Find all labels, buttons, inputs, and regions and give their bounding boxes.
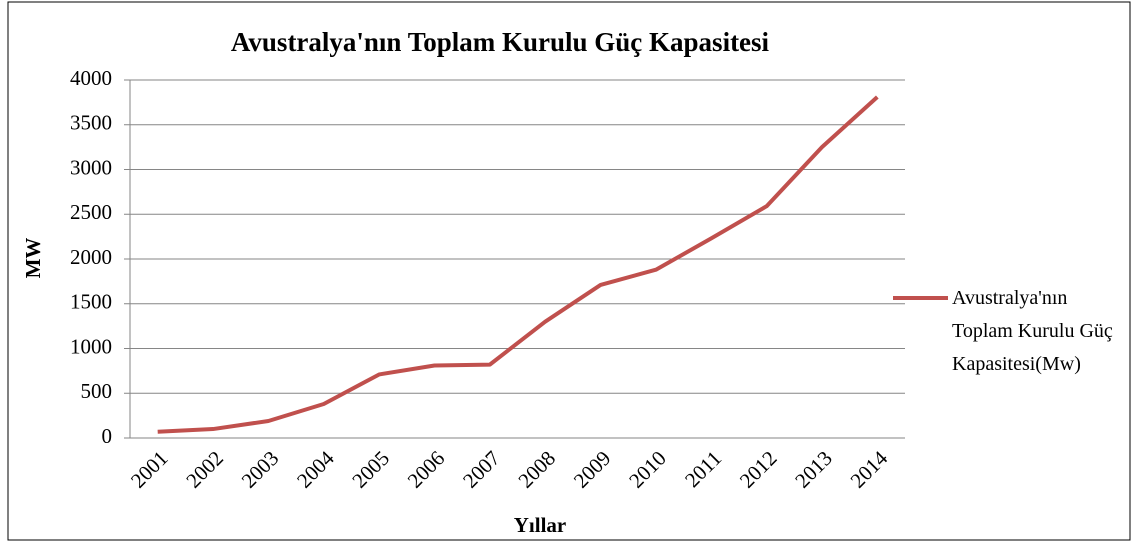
y-tick-label: 4000 (70, 66, 112, 90)
x-tick-label: 2011 (680, 446, 726, 492)
x-tick-label: 2006 (403, 446, 450, 493)
x-tick-label: 2005 (347, 446, 394, 493)
x-tick-label: 2010 (624, 446, 671, 493)
y-tick-label: 3000 (70, 155, 112, 179)
y-tick-label: 500 (81, 379, 113, 403)
x-axis-label: Yıllar (514, 513, 567, 537)
x-tick-label: 2009 (569, 446, 616, 493)
chart-title: Avustralya'nın Toplam Kurulu Güç Kapasit… (231, 27, 770, 57)
x-tick-label: 2012 (735, 446, 782, 493)
x-tick-label: 2013 (790, 446, 837, 493)
x-tick-label: 2007 (458, 446, 505, 493)
y-tick-label: 1000 (70, 334, 112, 358)
legend-label: Avustralya'nın Toplam Kurulu Güç Kapasit… (952, 287, 1113, 375)
y-tick-label: 1500 (70, 290, 112, 314)
x-tick-label: 2008 (513, 446, 560, 493)
y-tick-label: 0 (102, 424, 113, 448)
x-tick-label: 2001 (126, 446, 173, 493)
x-tick-label: 2002 (181, 446, 228, 493)
y-tick-label: 3500 (70, 111, 112, 135)
x-tick-label: 2004 (292, 446, 339, 493)
y-tick-label: 2500 (70, 200, 112, 224)
x-tick-label: 2003 (237, 446, 284, 493)
chart-frame (7, 1, 1131, 541)
y-axis-label: MW (21, 238, 45, 279)
y-tick-label: 2000 (70, 245, 112, 269)
x-tick-label: 2014 (846, 446, 893, 493)
series-line (157, 95, 879, 434)
